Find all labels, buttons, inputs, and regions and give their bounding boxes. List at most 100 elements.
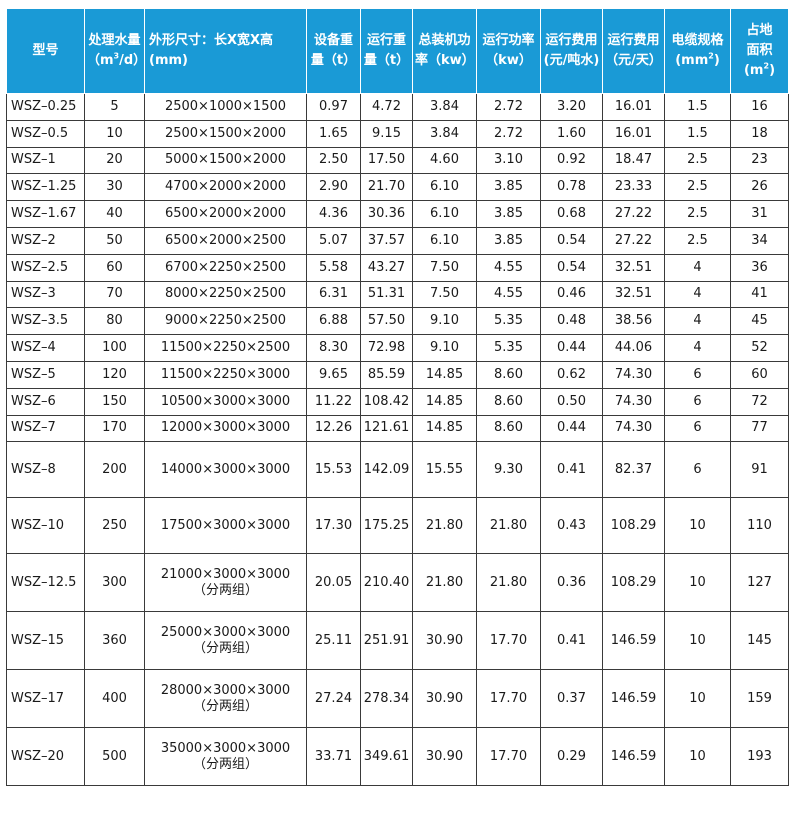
header-running-weight: 运行重 量（t） xyxy=(360,8,413,94)
table-row: WSZ–20 500 35000×3000×3000 （分两组） 33.71 349.61… xyxy=(6,727,789,787)
cell-floor-area: 110 xyxy=(730,497,789,555)
cell-dimensions: 10500×3000×3000 xyxy=(144,387,307,416)
cell-equipment-weight: 25.11 xyxy=(306,611,361,671)
cell-dimensions: 2500×1500×2000 xyxy=(144,119,307,148)
cell-floor-area: 77 xyxy=(730,414,789,443)
cell-running-power: 3.85 xyxy=(476,173,541,202)
dimensions-note: （分两组） xyxy=(192,698,258,714)
cell-running-power: 17.70 xyxy=(476,611,541,671)
cell-equipment-weight: 6.88 xyxy=(306,307,361,336)
cell-equipment-weight: 0.97 xyxy=(306,93,361,121)
header-cost-per-day: 运行费用 （元/天） xyxy=(602,8,665,94)
cell-cost-per-day: 38.56 xyxy=(602,307,665,336)
cell-cable-spec: 6 xyxy=(664,387,731,416)
cell-floor-area: 26 xyxy=(730,173,789,202)
cell-floor-area: 41 xyxy=(730,280,789,309)
cell-capacity: 10 xyxy=(84,119,145,148)
cell-model: WSZ–7 xyxy=(6,414,85,443)
cell-installed-power: 6.10 xyxy=(412,200,477,228)
header-model: 型号 xyxy=(6,8,85,94)
cell-installed-power: 6.10 xyxy=(412,173,477,202)
table-body: WSZ–0.25 5 2500×1000×1500 0.97 4.72 3.84 2.72 3… xyxy=(6,93,789,787)
cell-running-weight: 17.50 xyxy=(360,146,413,175)
cell-installed-power: 30.90 xyxy=(412,669,477,729)
cell-floor-area: 18 xyxy=(730,119,789,148)
cell-installed-power: 7.50 xyxy=(412,253,477,282)
cell-capacity: 250 xyxy=(84,497,145,555)
table-row: WSZ–2.5 60 6700×2250×2500 5.58 43.27 7.50 4.55… xyxy=(6,253,789,282)
cell-cable-spec: 4 xyxy=(664,307,731,336)
cell-equipment-weight: 4.36 xyxy=(306,200,361,228)
cell-capacity: 500 xyxy=(84,727,145,787)
header-floor-area: 占地 面积(m2) xyxy=(730,8,789,94)
cell-dimensions: 21000×3000×3000 （分两组） xyxy=(144,553,307,613)
cell-capacity: 80 xyxy=(84,307,145,336)
cell-running-power: 2.72 xyxy=(476,119,541,148)
table-row: WSZ–8 200 14000×3000×3000 15.53 142.09 15.55 9… xyxy=(6,441,789,499)
dimensions-note: （分两组） xyxy=(192,756,258,772)
cell-cable-spec: 10 xyxy=(664,727,731,787)
table-row: WSZ–12.5 300 21000×3000×3000 （分两组） 20.05 210.… xyxy=(6,553,789,613)
cell-floor-area: 16 xyxy=(730,93,789,121)
cell-dimensions: 25000×3000×3000 （分两组） xyxy=(144,611,307,671)
cell-running-power: 8.60 xyxy=(476,360,541,389)
cell-equipment-weight: 2.90 xyxy=(306,173,361,202)
cell-installed-power: 4.60 xyxy=(412,146,477,175)
dimensions-note: （分两组） xyxy=(192,582,258,598)
cell-floor-area: 127 xyxy=(730,553,789,613)
cell-floor-area: 72 xyxy=(730,387,789,416)
cell-floor-area: 45 xyxy=(730,307,789,336)
cell-equipment-weight: 5.58 xyxy=(306,253,361,282)
cell-model: WSZ–10 xyxy=(6,497,85,555)
cell-running-weight: 57.50 xyxy=(360,307,413,336)
table-row: WSZ–0.5 10 2500×1500×2000 1.65 9.15 3.84 2.72 1… xyxy=(6,119,789,148)
cell-running-power: 5.35 xyxy=(476,307,541,336)
cell-model: WSZ–8 xyxy=(6,441,85,499)
cell-running-weight: 37.57 xyxy=(360,226,413,255)
cell-cost-per-day: 82.37 xyxy=(602,441,665,499)
cell-model: WSZ–2 xyxy=(6,226,85,255)
cell-installed-power: 30.90 xyxy=(412,727,477,787)
cell-cost-per-ton: 0.41 xyxy=(540,441,603,499)
cell-cost-per-ton: 0.50 xyxy=(540,387,603,416)
cell-installed-power: 14.85 xyxy=(412,360,477,389)
table-row: WSZ–15 360 25000×3000×3000 （分两组） 25.11 251.91… xyxy=(6,611,789,671)
cell-dimensions: 17500×3000×3000 xyxy=(144,497,307,555)
cell-dimensions: 11500×2250×3000 xyxy=(144,360,307,389)
cell-capacity: 170 xyxy=(84,414,145,443)
cell-running-power: 17.70 xyxy=(476,669,541,729)
cell-capacity: 30 xyxy=(84,173,145,202)
cell-cost-per-ton: 0.62 xyxy=(540,360,603,389)
cell-floor-area: 36 xyxy=(730,253,789,282)
header-row: 型号 处理水量 （m3/d） 外形尺寸：长X宽X高(mm) 设备重 量（t） 运行重… xyxy=(6,8,789,94)
cell-running-power: 2.72 xyxy=(476,93,541,121)
cell-cost-per-day: 108.29 xyxy=(602,553,665,613)
cell-cost-per-ton: 0.92 xyxy=(540,146,603,175)
cell-floor-area: 159 xyxy=(730,669,789,729)
cell-cost-per-ton: 0.46 xyxy=(540,280,603,309)
table-row: WSZ–2 50 6500×2000×2500 5.07 37.57 6.10 3.85 0.… xyxy=(6,226,789,255)
table-row: WSZ–1.25 30 4700×2000×2000 2.90 21.70 6.10 3.8… xyxy=(6,173,789,202)
header-installed-power: 总装机功 率（kw） xyxy=(412,8,477,94)
table-row: WSZ–7 170 12000×3000×3000 12.26 121.61 14.85 8… xyxy=(6,414,789,443)
cell-model: WSZ–0.5 xyxy=(6,119,85,148)
cell-cost-per-ton: 0.36 xyxy=(540,553,603,613)
table-row: WSZ–17 400 28000×3000×3000 （分两组） 27.24 278.34… xyxy=(6,669,789,729)
cell-equipment-weight: 1.65 xyxy=(306,119,361,148)
cell-running-weight: 51.31 xyxy=(360,280,413,309)
cell-equipment-weight: 27.24 xyxy=(306,669,361,729)
cell-cable-spec: 6 xyxy=(664,441,731,499)
cell-cable-spec: 10 xyxy=(664,497,731,555)
cell-dimensions: 6700×2250×2500 xyxy=(144,253,307,282)
cell-equipment-weight: 8.30 xyxy=(306,334,361,362)
cell-capacity: 60 xyxy=(84,253,145,282)
cell-floor-area: 34 xyxy=(730,226,789,255)
cell-dimensions: 2500×1000×1500 xyxy=(144,93,307,121)
cell-running-power: 8.60 xyxy=(476,387,541,416)
cell-running-weight: 142.09 xyxy=(360,441,413,499)
cell-cost-per-ton: 0.37 xyxy=(540,669,603,729)
cell-model: WSZ–20 xyxy=(6,727,85,787)
cell-model: WSZ–3 xyxy=(6,280,85,309)
cell-equipment-weight: 5.07 xyxy=(306,226,361,255)
cell-dimensions: 14000×3000×3000 xyxy=(144,441,307,499)
